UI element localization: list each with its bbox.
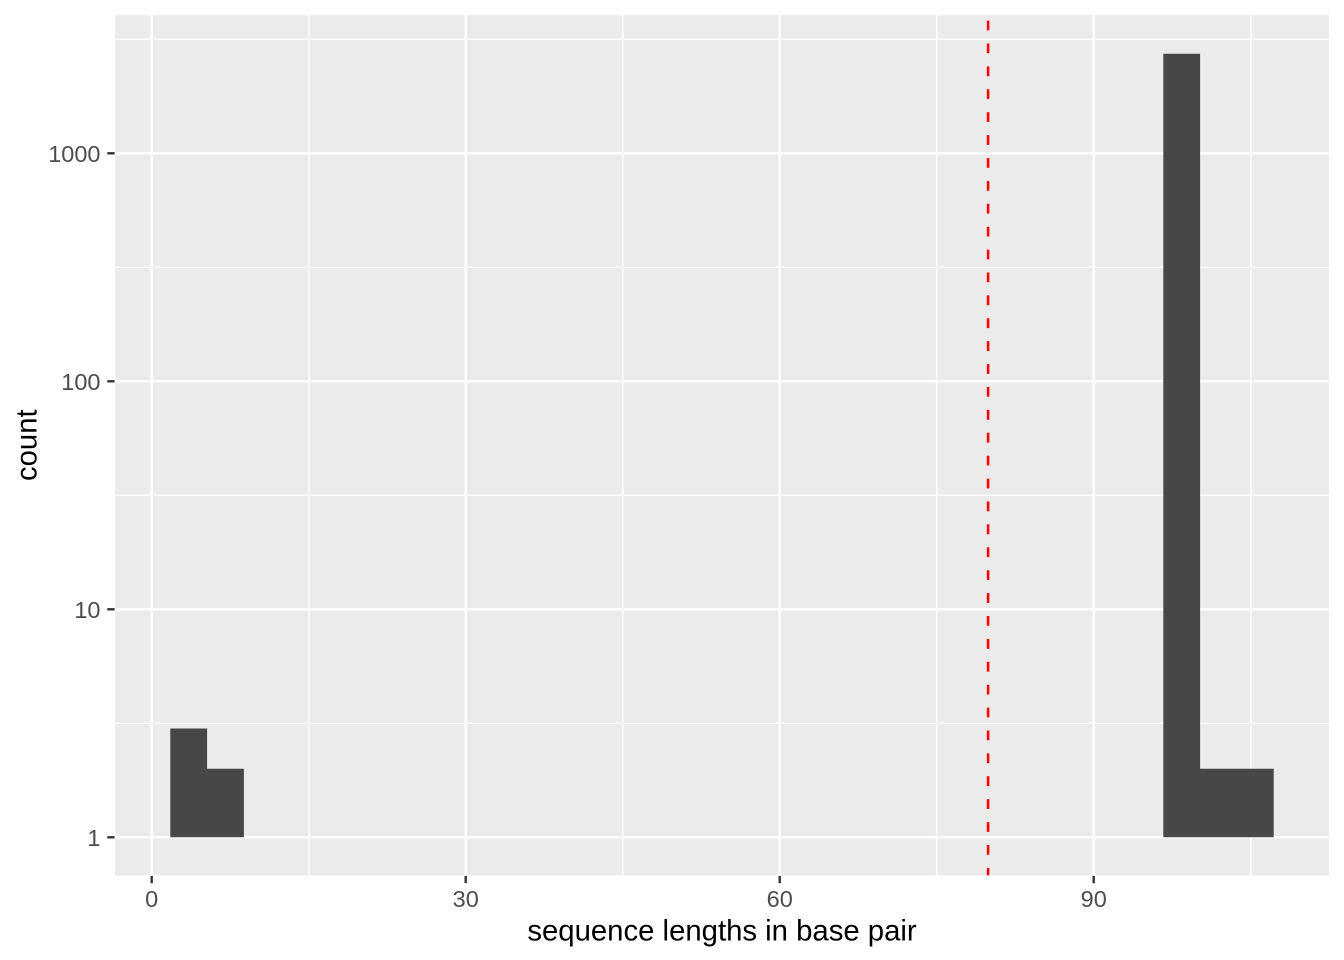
svg-text:60: 60: [767, 886, 793, 912]
svg-text:100: 100: [61, 369, 100, 395]
svg-text:1: 1: [87, 825, 100, 851]
svg-text:0: 0: [145, 886, 158, 912]
svg-text:30: 30: [453, 886, 479, 912]
svg-text:count: count: [10, 409, 43, 481]
svg-text:1000: 1000: [48, 141, 100, 167]
svg-text:sequence lengths in base pair: sequence lengths in base pair: [527, 915, 917, 948]
svg-text:90: 90: [1081, 886, 1107, 912]
svg-text:10: 10: [74, 597, 100, 623]
